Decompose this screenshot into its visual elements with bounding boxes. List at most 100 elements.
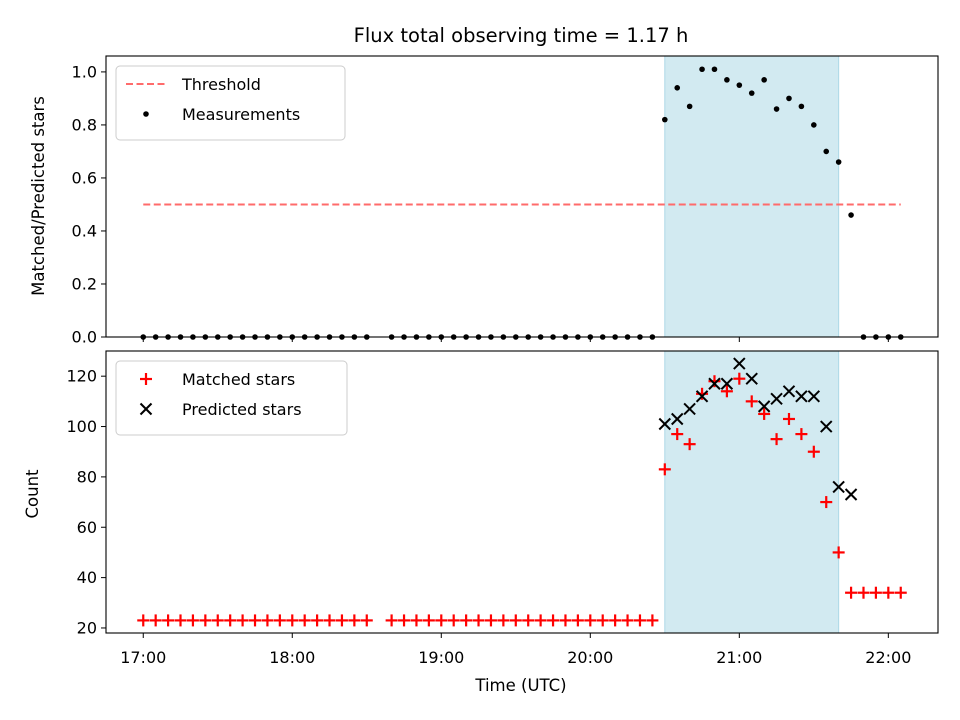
predicted-star-marker [671, 412, 684, 426]
matched-star-marker [261, 614, 274, 627]
matched-star-marker [795, 428, 808, 441]
measurement-point [848, 212, 854, 218]
matched-star-marker [782, 412, 795, 425]
matched-star-marker [683, 438, 696, 451]
chart-title: Flux total observing time = 1.17 h [354, 24, 689, 47]
predicted-star-stroke-b [733, 357, 746, 370]
measurement-point [724, 77, 730, 83]
matched-star-marker [758, 407, 771, 420]
top-y-tick-label: 0.2 [72, 274, 97, 293]
predicted-star-marker [782, 385, 796, 398]
predicted-star-marker [832, 480, 845, 494]
matched-star-marker [857, 586, 870, 599]
bottom-y-axis-label: Count [23, 469, 42, 519]
matched-star-marker [882, 586, 895, 599]
predicted-star-marker [770, 392, 783, 406]
matched-star-marker [398, 614, 411, 627]
measurement-point [662, 116, 668, 123]
bottom-legend-label: Predicted stars [182, 400, 302, 419]
matched-star-marker [571, 614, 584, 627]
x-axis-label: Time (UTC) [474, 676, 566, 695]
matched-star-marker [410, 614, 423, 627]
matched-star-marker [460, 614, 473, 627]
matched-star-marker [273, 614, 286, 627]
predicted-star-stroke-b [770, 392, 783, 406]
bottom-y-tick-label: 80 [77, 467, 97, 486]
matched-star-marker [137, 614, 150, 627]
matched-star-marker [385, 614, 398, 627]
star-count-panel: 20 40 60 80 100 120 17:00 18:00 19:00 20:00 21:00 2… [66, 350, 939, 667]
matched-star-marker [534, 614, 547, 627]
measurement-point [686, 103, 693, 110]
measurement-point [711, 66, 718, 73]
bottom-y-tick-label: 40 [77, 568, 97, 587]
measurement-point [798, 103, 805, 110]
x-tick-label: 19:00 [418, 648, 464, 667]
bottom-legend: Matched stars Predicted stars [115, 360, 348, 436]
predicted-star-marker [720, 377, 734, 390]
matched-star-marker [633, 614, 646, 627]
top-legend-label: Threshold [181, 75, 261, 94]
matched-star-marker [422, 614, 435, 627]
predicted-star-stroke-b [671, 412, 684, 426]
top-legend-label: Measurements [182, 105, 300, 124]
predicted-star-marker [820, 420, 833, 433]
matched-star-marker [894, 586, 907, 599]
predicted-star-stroke-b [832, 480, 845, 494]
predicted-star-marker [695, 390, 709, 403]
matched-star-marker [596, 614, 609, 627]
top-y-tick-label: 0.6 [72, 168, 97, 187]
bottom-y-tick-label: 20 [77, 618, 97, 637]
measurement-point [823, 148, 830, 155]
matched-star-marker [298, 614, 311, 627]
matched-star-marker [186, 614, 199, 627]
measurement-point [761, 77, 767, 83]
matched-star-marker [708, 375, 721, 388]
predicted-star-stroke-b [795, 390, 808, 403]
x-tick-label: 17:00 [120, 648, 166, 667]
predicted-star-marker [708, 377, 721, 390]
predicted-star-stroke-b [720, 377, 734, 390]
matched-star-marker [335, 614, 348, 627]
predicted-star-stroke-b [757, 400, 771, 413]
matched-star-marker [720, 385, 733, 398]
predicted-star-stroke-b [658, 417, 672, 431]
top-legend-box [115, 65, 346, 141]
bottom-highlight-span [664, 350, 840, 634]
matched-star-marker [733, 372, 746, 385]
predicted-star-marker [745, 372, 758, 385]
measurement-point [748, 90, 755, 96]
matched-star-marker [832, 546, 845, 559]
matched-star-marker [360, 614, 373, 627]
predicted-star-stroke-b [683, 402, 696, 416]
matched-star-marker [236, 614, 249, 627]
measurement-point [699, 66, 705, 73]
x-tick-label: 18:00 [269, 648, 315, 667]
bottom-y-tick-label: 60 [77, 518, 97, 537]
top-y-tick-label: 1.0 [72, 62, 97, 81]
measurement-point [736, 82, 743, 88]
matched-star-marker [348, 614, 361, 627]
matched-star-marker [224, 614, 237, 627]
matched-star-marker [211, 614, 224, 627]
predicted-star-stroke-b [782, 385, 796, 398]
measurement-point [674, 85, 681, 91]
matched-star-marker [845, 586, 858, 599]
top-y-axis-label: Matched/Predicted stars [29, 96, 48, 296]
x-tick-label: 20:00 [567, 648, 613, 667]
top-y-tick-label: 0.4 [72, 221, 97, 240]
bottom-y-tick-label: 120 [66, 367, 97, 386]
bottom-y-tick-label: 100 [66, 417, 97, 436]
matched-star-marker [584, 614, 597, 627]
bottom-legend-label: Matched stars [182, 370, 295, 389]
predicted-star-stroke-b [820, 420, 833, 433]
predicted-star-stroke-b [695, 390, 709, 403]
predicted-star-stroke-b [844, 488, 858, 501]
top-highlight-span [664, 55, 840, 338]
predicted-star-stroke-b [708, 377, 721, 390]
matched-star-marker [820, 496, 833, 509]
matched-star-marker [435, 614, 448, 627]
measurement-point [835, 159, 842, 165]
matched-star-marker [497, 614, 510, 627]
